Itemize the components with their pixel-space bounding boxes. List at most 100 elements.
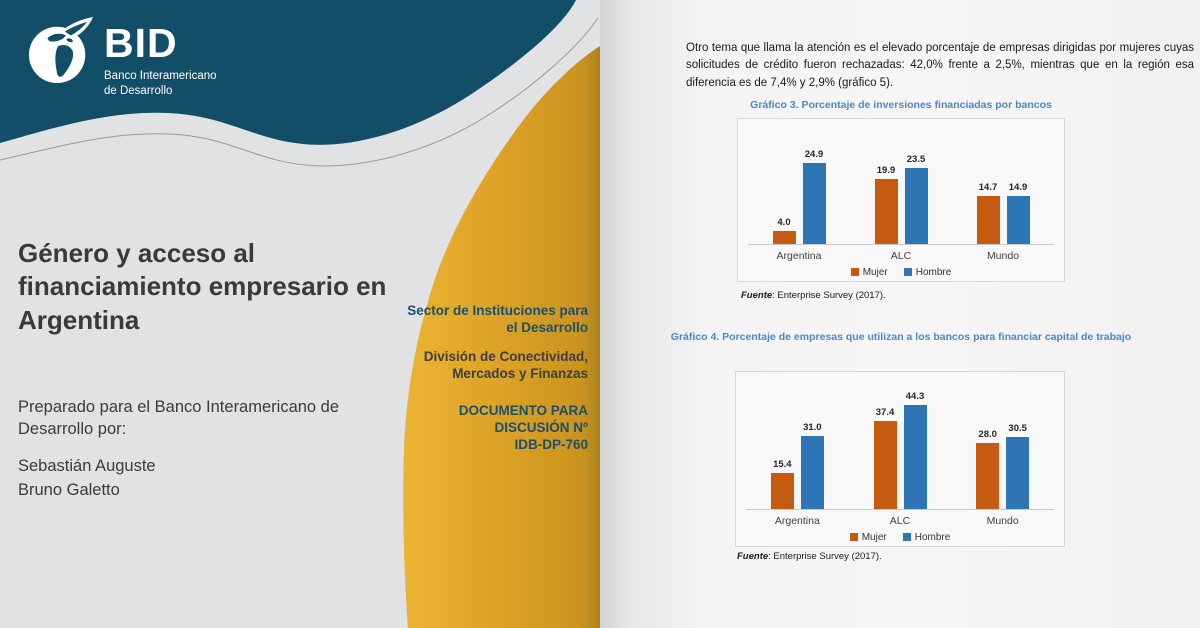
gold-panel-shape	[403, 46, 600, 628]
bar-hombre: 31.0	[800, 422, 824, 509]
sector-label: Sector de Instituciones para el Desarrol…	[388, 303, 588, 337]
bar-value-label: 14.9	[1008, 181, 1028, 193]
division-line: División de Conectividad,	[423, 349, 588, 364]
category-label: Mundo	[986, 250, 1020, 262]
division-line: Mercados y Finanzas	[452, 365, 588, 381]
chart2-category-axis: Argentina ALC Mundo	[746, 510, 1054, 527]
bar-hombre: 14.9	[1006, 182, 1030, 244]
bar-pair: 4.0 24.9	[772, 127, 826, 244]
bar-group-mundo: 14.7 14.9	[952, 127, 1054, 244]
bar-value-label: 44.3	[905, 391, 925, 403]
bar-mujer: 15.4	[770, 459, 794, 509]
chart2-plot-area: 15.4 31.0 37.4 44.3 28.0 30.5	[746, 380, 1054, 510]
bar-mujer: 28.0	[976, 429, 1000, 509]
chart1-category-axis: Argentina ALC Mundo	[748, 245, 1054, 262]
bar-pair: 15.4 31.0	[770, 380, 824, 509]
document-line: IDB-DP-760	[514, 436, 588, 452]
authors-block: Sebastián Auguste Bruno Galetto	[18, 455, 156, 503]
cover-background-shapes	[0, 0, 600, 628]
bar-group-argentina: 4.0 24.9	[748, 127, 850, 244]
bar-hombre: 30.5	[1006, 423, 1030, 509]
bar-mujer: 14.7	[976, 182, 1000, 244]
category-label: ALC	[890, 250, 912, 262]
legend-label: Hombre	[914, 531, 951, 543]
org-line1: Banco Interamericano	[104, 70, 217, 82]
author-name: Bruno Galetto	[18, 480, 120, 499]
legend-swatch	[903, 268, 912, 276]
source-text: : Enterprise Survey (2017).	[772, 290, 886, 301]
bar-mujer: 19.9	[874, 165, 898, 244]
bid-logo: BID Banco Interamericano de Desarrollo	[26, 16, 217, 99]
bar-hombre: 44.3	[903, 391, 927, 509]
teal-wave-shape	[0, 0, 576, 145]
bar-mujer: 4.0	[772, 217, 796, 244]
legend-label: Mujer	[862, 266, 888, 278]
sector-line: Sector de Instituciones para	[407, 303, 588, 318]
category-label: Argentina	[774, 515, 820, 527]
prepared-for-text: Preparado para el Banco Interamericano d…	[18, 398, 340, 439]
bar-hombre: 24.9	[802, 149, 826, 244]
bar-value-label: 28.0	[978, 429, 997, 441]
legend-label: Hombre	[915, 266, 952, 278]
bar-group-argentina: 15.4 31.0	[746, 380, 849, 509]
chart1-legend: Mujer Hombre	[738, 262, 1064, 282]
sector-line: el Desarrollo	[506, 319, 588, 335]
bar-value-label: 24.9	[804, 149, 824, 161]
bar-value-label: 30.5	[1008, 423, 1027, 435]
bid-globe-icon	[28, 16, 94, 84]
legend-label: Mujer	[861, 531, 887, 543]
chart1-title: Gráfico 3. Porcentaje de inversiones fin…	[750, 99, 1052, 111]
bar-pair: 14.7 14.9	[976, 127, 1030, 244]
bar-pair: 28.0 30.5	[976, 380, 1030, 509]
chart-grafico-3: 4.0 24.9 19.9 23.5 14.7 14.9 Argentina ALC Mund…	[737, 118, 1065, 282]
brand-name: BID	[104, 20, 178, 66]
legend-item-mujer: Mujer	[850, 266, 888, 278]
source-label: Fuente	[737, 551, 769, 562]
bar-hombre: 23.5	[904, 154, 928, 244]
chart-grafico-4: 15.4 31.0 37.4 44.3 28.0 30.5 Argentina ALC Mun…	[735, 371, 1065, 547]
chart2-source-note: Fuente: Enterprise Survey (2017).	[737, 551, 882, 562]
wave-accent-line	[0, 17, 599, 167]
legend-item-hombre: Hombre	[903, 266, 952, 278]
report-title: Género y acceso al financiamiento empres…	[18, 238, 387, 335]
bar-value-label: 14.7	[978, 182, 998, 194]
chart2-legend: Mujer Hombre	[736, 527, 1064, 547]
bar-pair: 37.4 44.3	[873, 380, 927, 509]
source-text: : Enterprise Survey (2017).	[768, 551, 882, 562]
content-page: Otro tema que llama la atención es el el…	[600, 0, 1200, 628]
bar-group-alc: 19.9 23.5	[850, 127, 952, 244]
bar-value-label: 19.9	[876, 165, 896, 177]
bar-group-alc: 37.4 44.3	[849, 380, 952, 509]
bar-pair: 19.9 23.5	[874, 127, 928, 244]
bar-group-mundo: 28.0 30.5	[951, 380, 1054, 509]
bar-value-label: 15.4	[773, 458, 792, 470]
legend-swatch	[849, 533, 858, 541]
document-line: DISCUSIÓN Nº	[494, 419, 588, 435]
source-label: Fuente	[741, 290, 773, 301]
bar-value-label: 4.0	[777, 217, 791, 228]
org-name: Banco Interamericano de Desarrollo	[104, 69, 217, 99]
bar-value-label: 31.0	[803, 422, 822, 434]
org-line2: de Desarrollo	[104, 84, 173, 97]
author-name: Sebastián Auguste	[18, 457, 156, 475]
legend-swatch	[902, 533, 911, 541]
legend-item-mujer: Mujer	[849, 531, 887, 543]
bar-value-label: 23.5	[906, 153, 926, 165]
category-label: Argentina	[776, 250, 822, 262]
body-paragraph: Otro tema que llama la atención es el el…	[686, 42, 1194, 89]
chart1-source-note: Fuente: Enterprise Survey (2017).	[741, 290, 886, 301]
legend-item-hombre: Hombre	[902, 531, 951, 543]
bar-value-label: 37.4	[875, 407, 895, 419]
bar-mujer: 37.4	[873, 407, 897, 509]
document-line: DOCUMENTO PARA	[458, 403, 588, 418]
chart2-title: Gráfico 4. Porcentaje de empresas que ut…	[670, 331, 1132, 343]
cover-page: BID Banco Interamericano de Desarrollo G…	[0, 0, 600, 628]
chart1-plot-area: 4.0 24.9 19.9 23.5 14.7 14.9	[748, 127, 1054, 245]
category-label: Mundo	[986, 515, 1019, 527]
legend-swatch	[850, 268, 859, 276]
category-label: ALC	[889, 515, 911, 527]
logo-text: BID Banco Interamericano de Desarrollo	[104, 16, 217, 99]
document-number-label: DOCUMENTO PARA DISCUSIÓN Nº IDB-DP-760	[388, 403, 588, 454]
division-label: División de Conectividad, Mercados y Fin…	[388, 349, 588, 383]
